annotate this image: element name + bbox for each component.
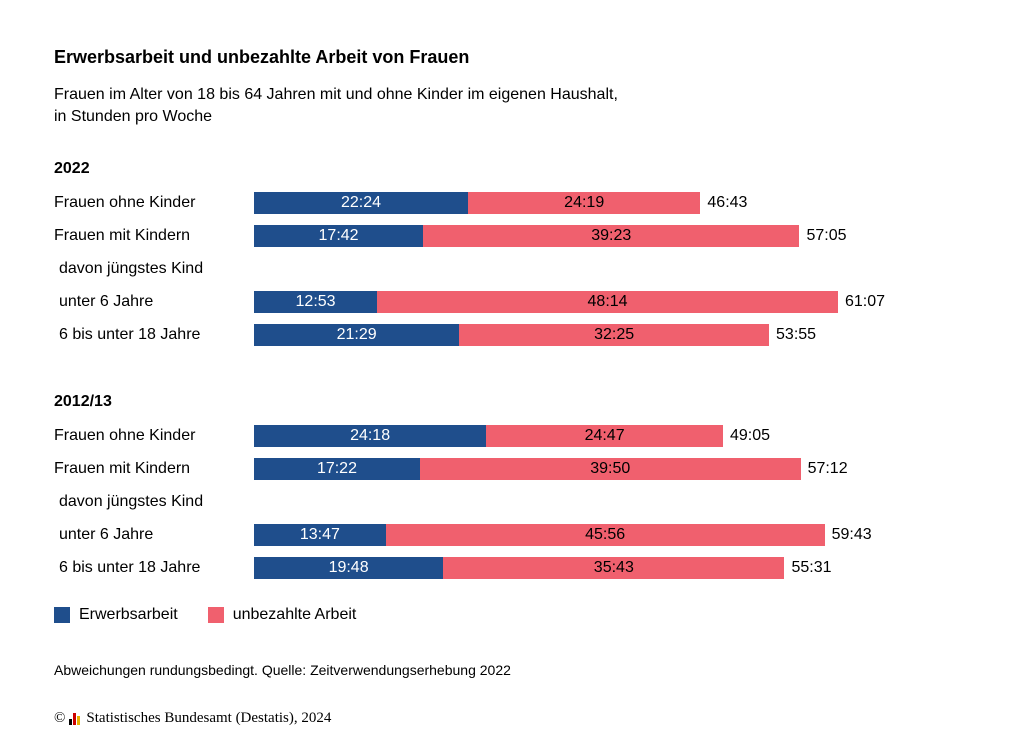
category-label: unter 6 Jahre: [59, 526, 154, 543]
legend-swatch-paid: [54, 607, 70, 623]
bar-total-value: 53:55: [776, 326, 817, 343]
bar-unpaid-value: 48:14: [587, 293, 628, 310]
bar-paid-value: 12:53: [295, 293, 336, 310]
source-note: Abweichungen rundungsbedingt. Quelle: Ze…: [54, 662, 511, 678]
bar-total-value: 57:12: [807, 460, 848, 477]
bar-unpaid-value: 45:56: [585, 526, 626, 543]
category-label: Frauen ohne Kinder: [54, 427, 196, 444]
bar-unpaid-value: 32:25: [594, 326, 635, 343]
chart-title: Erwerbsarbeit und unbezahlte Arbeit von …: [54, 47, 470, 67]
bar-paid: [254, 524, 386, 546]
bar-unpaid: [423, 225, 800, 247]
bar-paid-value: 19:48: [328, 559, 369, 576]
legend-label-paid: Erwerbsarbeit: [79, 606, 178, 623]
category-label: Frauen mit Kindern: [54, 227, 191, 244]
subtitle-line-2: in Stunden pro Woche: [54, 108, 213, 125]
bar-unpaid: [459, 324, 770, 346]
bar-unpaid: [443, 557, 785, 579]
bar-unpaid-value: 24:19: [564, 194, 605, 211]
group-label: 2012/13: [54, 393, 112, 410]
legend-item-paid: Erwerbsarbeit: [54, 606, 178, 624]
legend-label-unpaid: unbezahlte Arbeit: [232, 606, 357, 623]
footer: © Statistisches Bundesamt (Destatis), 20…: [54, 710, 331, 727]
legend: Erwerbsarbeit unbezahlte Arbeit: [54, 606, 386, 624]
bar-total-value: 57:05: [806, 227, 847, 244]
bar-total-value: 55:31: [791, 559, 832, 576]
bar-paid: [254, 192, 469, 214]
bar-paid-value: 21:29: [336, 326, 377, 343]
category-label: 6 bis unter 18 Jahre: [59, 326, 201, 343]
category-label: unter 6 Jahre: [59, 293, 154, 310]
bar-unpaid-value: 35:43: [593, 559, 634, 576]
category-label: Frauen mit Kindern: [54, 460, 191, 477]
bar-unpaid: [377, 291, 838, 313]
bar-unpaid: [486, 425, 723, 447]
bar-unpaid-value: 24:47: [584, 427, 625, 444]
chart-subtitle: Frauen im Alter von 18 bis 64 Jahren mit…: [54, 84, 754, 128]
bar-paid-value: 13:47: [299, 526, 340, 543]
bar-paid-value: 17:22: [316, 460, 357, 477]
bar-total-value: 61:07: [845, 293, 886, 310]
bar-paid: [254, 458, 420, 480]
bar-total-value: 59:43: [831, 526, 872, 543]
category-subheading: davon jüngstes Kind: [59, 493, 204, 510]
copyright-symbol: ©: [54, 710, 66, 726]
bar-unpaid: [468, 192, 701, 214]
bar-paid-value: 17:42: [318, 227, 359, 244]
bar-unpaid-value: 39:50: [590, 460, 631, 477]
category-label: Frauen ohne Kinder: [54, 194, 196, 211]
bar-paid-value: 22:24: [340, 194, 382, 211]
bar-paid: [254, 225, 424, 247]
legend-swatch-unpaid: [207, 607, 224, 623]
bar-paid: [254, 291, 378, 313]
bar-total-value: 46:43: [707, 194, 748, 211]
bar-unpaid: [385, 524, 825, 546]
bar-paid: [254, 557, 444, 579]
destatis-logo-icon: [69, 712, 81, 725]
group-label: 2022: [54, 160, 90, 177]
bar-unpaid: [419, 458, 801, 480]
category-label: 6 bis unter 18 Jahre: [59, 559, 201, 576]
bar-paid: [254, 425, 487, 447]
bar-total-value: 49:05: [730, 427, 771, 444]
bar-paid: [254, 324, 460, 346]
bar-unpaid-value: 39:23: [591, 227, 632, 244]
bar-paid-value: 24:18: [350, 427, 391, 444]
legend-item-unpaid: unbezahlte Arbeit: [207, 606, 357, 624]
subtitle-line-1: Frauen im Alter von 18 bis 64 Jahren mit…: [54, 86, 618, 103]
footer-org: Statistisches Bundesamt (Destatis), 2024: [86, 710, 332, 726]
category-subheading: davon jüngstes Kind: [59, 260, 204, 277]
